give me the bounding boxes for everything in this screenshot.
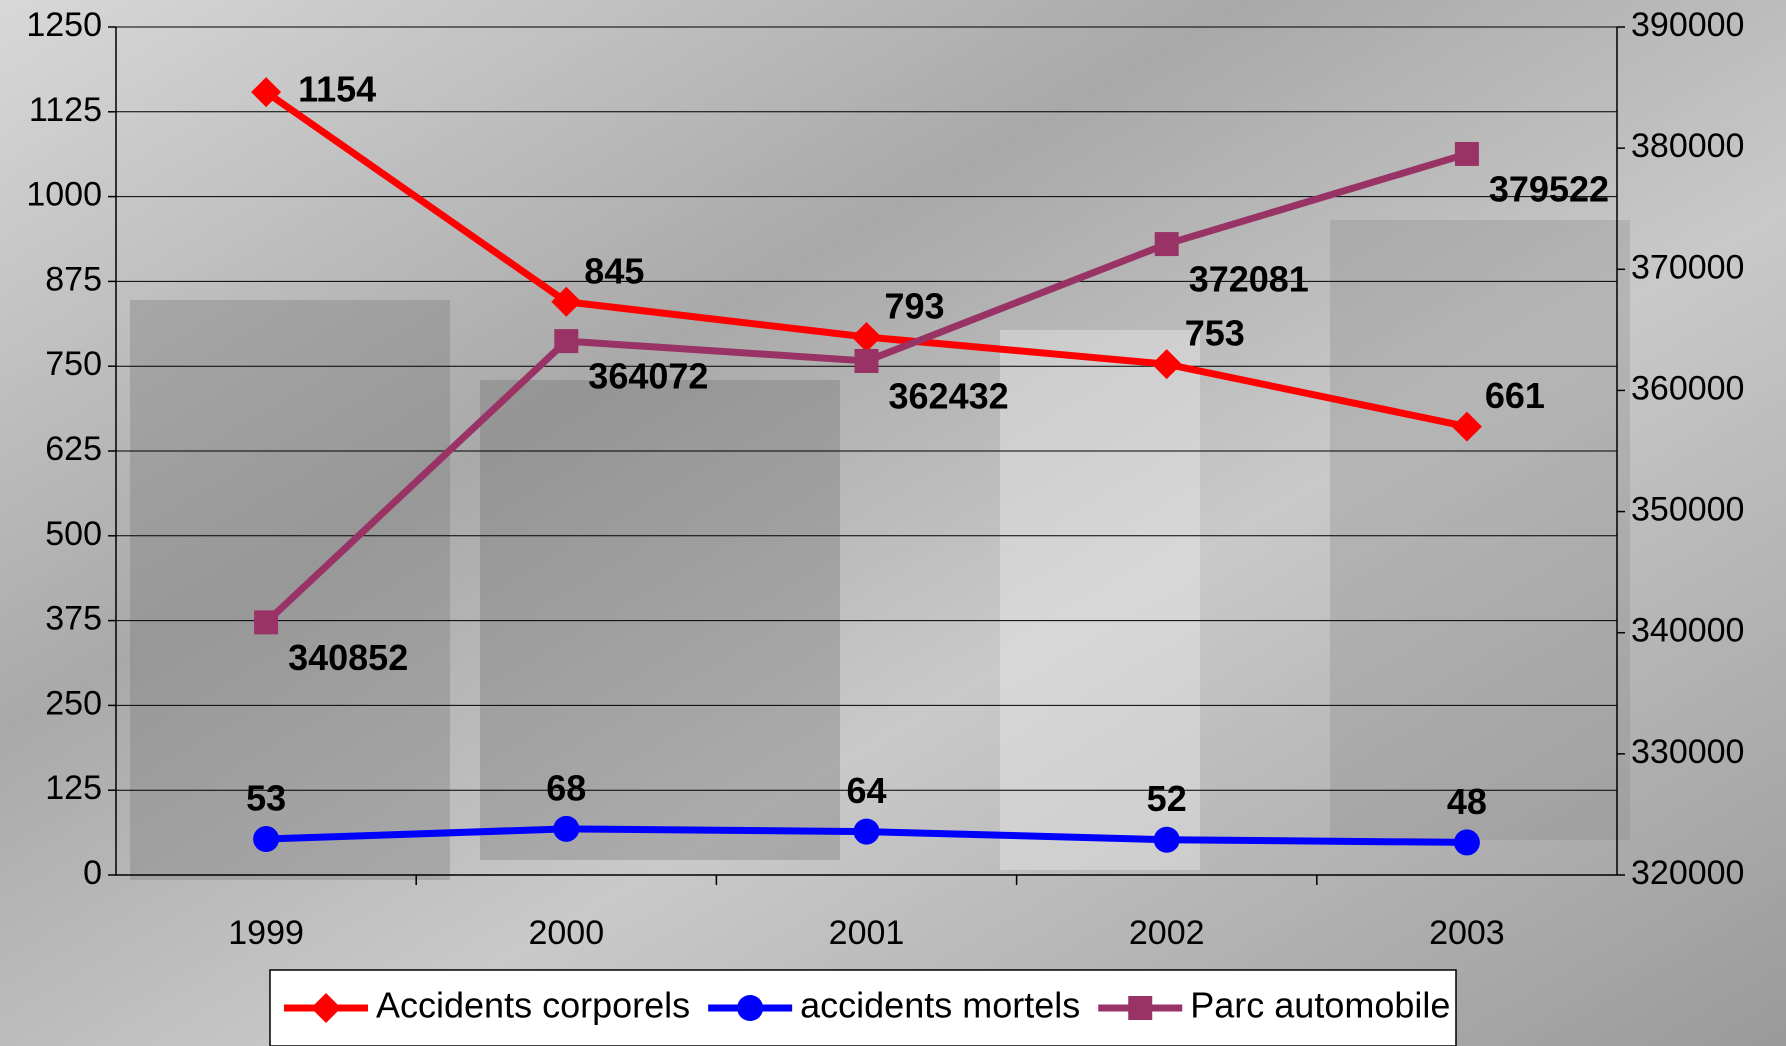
legend-label: accidents mortels [800, 985, 1080, 1026]
legend-marker [311, 993, 341, 1023]
y-tick-label: 1125 [29, 91, 102, 129]
data-label: 793 [885, 286, 945, 327]
y-tick-label: 750 [45, 345, 102, 383]
data-label: 362432 [889, 375, 1009, 416]
data-label: 340852 [288, 637, 408, 678]
data-point [1154, 232, 1179, 257]
data-point [251, 77, 282, 108]
data-label: 372081 [1189, 259, 1309, 300]
y2-tick-label: 330000 [1631, 733, 1744, 771]
data-label: 53 [246, 778, 286, 819]
legend: Accidents corporels accidents mortels Parc… [269, 969, 1457, 1046]
x-tick-label: 2002 [1129, 914, 1205, 952]
data-label: 1154 [298, 69, 376, 110]
y-tick-label: 1000 [26, 176, 102, 214]
data-point [1151, 349, 1182, 380]
data-point [851, 322, 882, 353]
data-label: 379522 [1489, 168, 1609, 209]
legend-label: Parc automobile [1190, 985, 1450, 1026]
legend-label: Accidents corporels [376, 985, 690, 1026]
y-tick-label: 0 [83, 854, 102, 892]
y-tick-label: 250 [45, 684, 102, 722]
data-label: 64 [846, 770, 886, 811]
background-shape [1330, 220, 1630, 840]
data-point [253, 826, 280, 853]
legend-marker [737, 995, 764, 1021]
x-tick-label: 1999 [228, 914, 304, 952]
background-shape [480, 380, 840, 860]
legend-marker [1128, 996, 1153, 1020]
y-tick-label: 875 [45, 260, 102, 298]
y2-tick-label: 380000 [1631, 127, 1744, 165]
y2-tick-label: 350000 [1631, 491, 1744, 529]
y-tick-label: 500 [45, 515, 102, 553]
y2-tick-label: 370000 [1631, 248, 1744, 286]
data-point [854, 348, 879, 373]
y2-tick-label: 340000 [1631, 612, 1744, 650]
y-tick-label: 625 [45, 430, 102, 468]
data-label: 364072 [588, 356, 708, 397]
x-tick-label: 2000 [528, 914, 604, 952]
data-point [1453, 829, 1480, 856]
data-point [254, 610, 279, 635]
background-shape [1000, 330, 1200, 870]
data-label: 753 [1185, 313, 1245, 354]
data-point [1451, 411, 1482, 442]
x-tick-label: 2001 [829, 914, 905, 952]
y2-tick-label: 360000 [1631, 369, 1744, 407]
data-point [1454, 141, 1479, 166]
data-point [551, 286, 582, 317]
data-point [1153, 826, 1180, 853]
data-label: 52 [1147, 778, 1187, 819]
y-tick-label: 125 [45, 769, 102, 807]
background-shape [130, 300, 450, 880]
data-label: 68 [546, 767, 586, 808]
y2-tick-label: 390000 [1631, 6, 1744, 44]
data-point [554, 329, 579, 354]
data-label: 48 [1447, 781, 1487, 822]
y-tick-label: 375 [45, 600, 102, 638]
y2-tick-label: 320000 [1631, 854, 1744, 892]
x-tick-label: 2003 [1429, 914, 1505, 952]
y-tick-label: 1250 [26, 6, 102, 44]
data-label: 845 [584, 250, 644, 291]
legend-box [269, 969, 1457, 1046]
data-point [553, 815, 580, 842]
data-label: 661 [1485, 375, 1545, 416]
data-point [853, 818, 880, 845]
